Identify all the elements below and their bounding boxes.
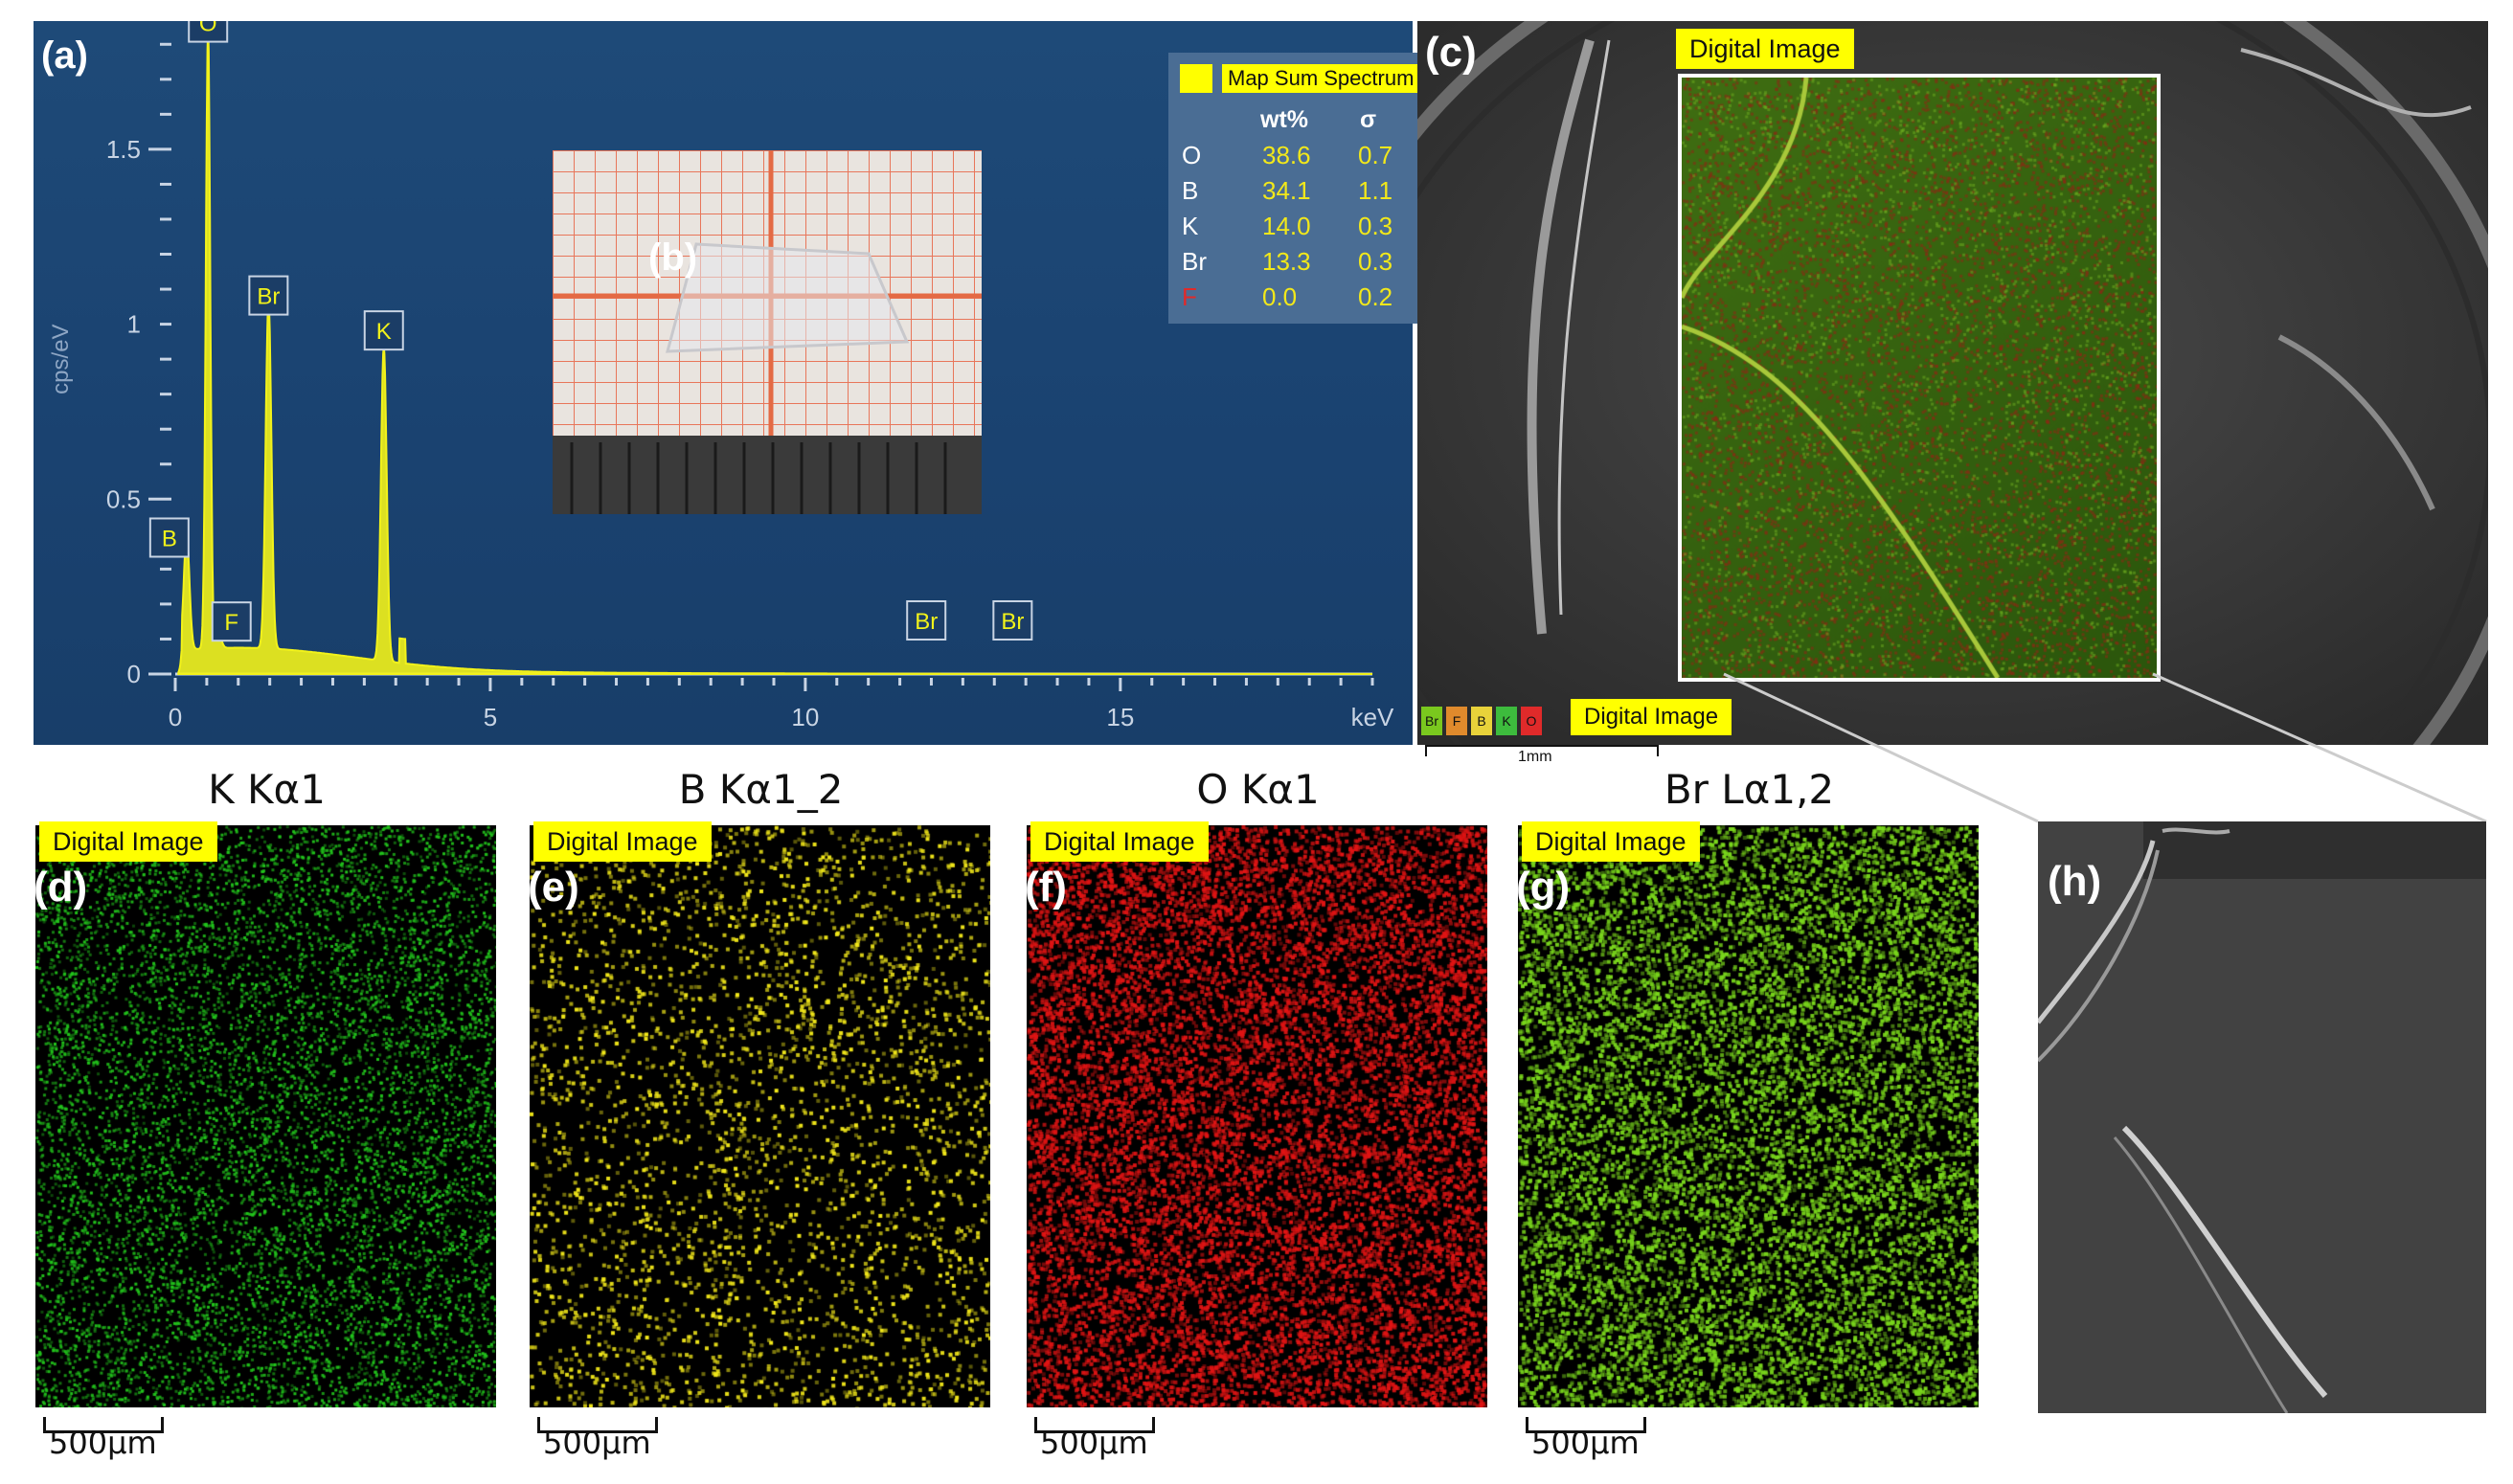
peak-label-box: [906, 600, 947, 641]
element-map: [1518, 825, 1979, 1407]
legend-wt: 38.6: [1262, 141, 1311, 169]
scale-label-c: 1mm: [1518, 749, 1552, 765]
scale-bar: 500µm: [537, 1417, 671, 1465]
element-chip: O: [1521, 707, 1542, 735]
legend-sigma: 0.3: [1358, 212, 1393, 240]
element-map-dots: [35, 825, 496, 1407]
y-axis-label: cps/eV: [48, 324, 74, 393]
scale-bar-label: 500µm: [543, 1425, 651, 1461]
legend-wt: 14.0: [1262, 212, 1311, 240]
scale-bar-label: 500µm: [1040, 1425, 1148, 1461]
scale-bar-label: 500µm: [1531, 1425, 1640, 1461]
digital-image-tag: Digital Image: [39, 821, 217, 862]
panel-label-a: (a): [41, 34, 88, 77]
scale-bar-line: [1526, 1417, 1646, 1433]
digital-image-tag-c: Digital Image: [1676, 29, 1854, 69]
element-map: [1027, 825, 1487, 1407]
element-chip: B: [1471, 707, 1492, 735]
peak-label-box: [211, 601, 252, 642]
scale-bar-line: [43, 1417, 164, 1433]
scale-bar-line: [537, 1417, 658, 1433]
y-tick-label: 0.5: [106, 484, 141, 513]
spectrum-panel: 0 5 10 15 0 0.5 1 1.5 keV cps/eV B O F Br K Br Br (a): [34, 21, 1441, 745]
panel-label: (f): [1025, 864, 1067, 911]
digital-image-tag: Digital Image: [1030, 821, 1209, 862]
legend-sigma: 0.3: [1358, 247, 1393, 276]
y-tick-label: 1.5: [106, 135, 141, 164]
map-title: B Kα1_2: [678, 766, 844, 813]
sample-photo: (b): [553, 150, 982, 514]
peak-label-box: [188, 21, 229, 43]
sem-detail: [2038, 821, 2486, 1413]
y-tick-label: 1: [127, 310, 141, 339]
element-map: [530, 825, 990, 1407]
panel-label-c: (c): [1425, 29, 1477, 76]
element-map-dots: [1027, 825, 1487, 1407]
sem-image-h: (h): [2038, 821, 2486, 1413]
scale-bar-line: [1034, 1417, 1155, 1433]
overlay-map: [1682, 78, 2157, 678]
element-chip: K: [1496, 707, 1517, 735]
col-wt: wt%: [1260, 106, 1308, 133]
peak-label-box: [363, 310, 404, 351]
x-axis-label: keV: [1351, 703, 1394, 731]
element-chip: Br: [1421, 707, 1442, 735]
col-sigma: σ: [1360, 106, 1377, 133]
digital-image-tag: Digital Image: [533, 821, 712, 862]
scale-bar-c: [1425, 745, 1659, 756]
legend-element: Br: [1182, 247, 1207, 276]
peak-label-box: [148, 517, 190, 558]
overlay-map-box: [1678, 74, 2161, 682]
panel-label: (g): [1516, 864, 1571, 911]
peak-label: K: [376, 319, 392, 345]
legend-wt: 0.0: [1262, 282, 1298, 311]
legend-element: K: [1182, 212, 1199, 240]
y-tick-label: 0: [127, 660, 141, 688]
legend-table: Map Sum Spectrum wt% σ O 38.6 0.7 B 34.1 1.1 K…: [1168, 53, 1441, 324]
element-chip: F: [1446, 707, 1467, 735]
peak-label: Br: [1001, 609, 1024, 635]
x-tick-label: 5: [484, 703, 497, 731]
legend-sigma: 1.1: [1358, 176, 1393, 205]
peak-label: Br: [257, 284, 280, 310]
element-map: [35, 825, 496, 1407]
legend-element: B: [1182, 176, 1199, 205]
peak-label: F: [224, 610, 238, 636]
peak-label: B: [162, 526, 177, 551]
legend-wt: 34.1: [1262, 176, 1311, 205]
legend-element: O: [1182, 141, 1202, 169]
scale-bar: 500µm: [1034, 1417, 1168, 1465]
peak-label-box: [248, 275, 289, 316]
legend-sigma: 0.2: [1358, 282, 1393, 311]
digital-image-tag-c-bottom: Digital Image: [1571, 699, 1732, 735]
panel-label-h: (h): [2048, 858, 2102, 905]
panel-label-b: (b): [648, 236, 698, 279]
map-title: O Kα1: [1196, 766, 1320, 813]
scale-bar: 500µm: [1526, 1417, 1660, 1465]
graph-paper: [553, 150, 982, 514]
map-title: Br Lα1,2: [1664, 766, 1835, 813]
legend-sigma: 0.7: [1358, 141, 1393, 169]
legend-element: F: [1182, 282, 1197, 311]
peak-label: Br: [915, 609, 938, 635]
spectrum-line: [177, 26, 1373, 675]
peak-label-box: [992, 600, 1033, 641]
legend-wt: 13.3: [1262, 247, 1311, 276]
panel-label: (e): [528, 864, 579, 911]
peak-label: O: [199, 21, 217, 37]
x-tick-label: 10: [791, 703, 819, 731]
element-map-dots: [1518, 825, 1979, 1407]
x-tick-label: 15: [1106, 703, 1134, 731]
element-map-dots: [530, 825, 990, 1407]
digital-image-tag: Digital Image: [1522, 821, 1700, 862]
legend-swatch: [1180, 64, 1212, 93]
scale-bar: 500µm: [43, 1417, 177, 1465]
scale-bar-label: 500µm: [49, 1425, 157, 1461]
panel-label: (d): [34, 864, 88, 911]
x-tick-label: 0: [169, 703, 182, 731]
map-title: K Kα1: [208, 766, 326, 813]
legend-title: Map Sum Spectrum: [1222, 64, 1420, 93]
